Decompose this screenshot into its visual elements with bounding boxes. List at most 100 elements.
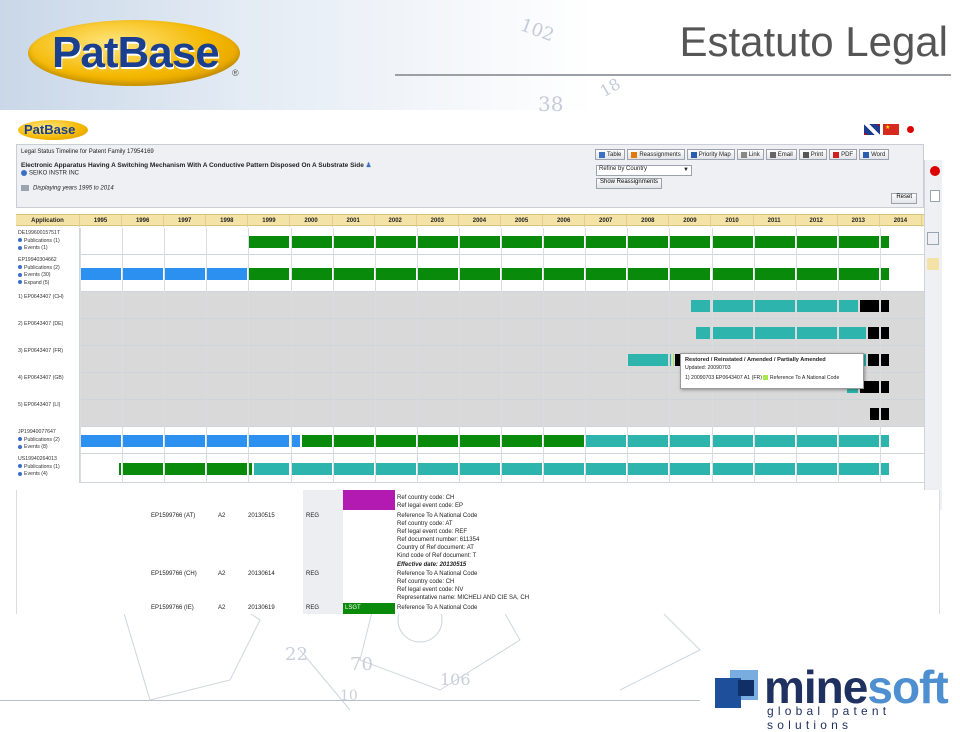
word-button[interactable]: Word bbox=[859, 149, 890, 160]
status-bar-segment[interactable] bbox=[670, 463, 711, 475]
status-bar-segment[interactable] bbox=[207, 268, 248, 280]
status-bar-segment[interactable] bbox=[754, 268, 795, 280]
status-bar-segment[interactable] bbox=[796, 463, 837, 475]
status-bar-segment[interactable] bbox=[628, 463, 669, 475]
status-bar-segment[interactable] bbox=[880, 327, 890, 339]
status-bar-segment[interactable] bbox=[880, 463, 890, 475]
secondary-reset-button[interactable] bbox=[927, 232, 939, 245]
status-bar-segment[interactable] bbox=[628, 354, 669, 366]
status-bar-segment[interactable] bbox=[291, 463, 332, 475]
status-bar-segment[interactable] bbox=[123, 268, 164, 280]
status-bar-segment[interactable] bbox=[165, 268, 206, 280]
status-bar-segment[interactable] bbox=[291, 236, 332, 248]
status-bar-segment[interactable] bbox=[253, 463, 290, 475]
status-bar-segment[interactable] bbox=[417, 435, 458, 447]
status-bar-segment[interactable] bbox=[333, 463, 374, 475]
status-bar-segment[interactable] bbox=[880, 408, 890, 420]
status-bar-segment[interactable] bbox=[586, 463, 627, 475]
uk-flag-icon[interactable] bbox=[864, 124, 880, 135]
status-bar-segment[interactable] bbox=[670, 354, 672, 366]
status-bar-segment[interactable] bbox=[375, 236, 416, 248]
status-bar-segment[interactable] bbox=[838, 463, 879, 475]
status-bar-segment[interactable] bbox=[628, 268, 669, 280]
status-bar-segment[interactable] bbox=[838, 268, 879, 280]
application-link[interactable]: Events (4) bbox=[24, 471, 48, 478]
status-bar-segment[interactable] bbox=[502, 463, 543, 475]
patbase-small-logo[interactable]: PatBase bbox=[18, 120, 88, 140]
status-bar-segment[interactable] bbox=[880, 435, 890, 447]
status-bar-segment[interactable] bbox=[249, 463, 252, 475]
status-bar-segment[interactable] bbox=[670, 236, 711, 248]
status-bar-segment[interactable] bbox=[796, 435, 837, 447]
refine-by-country-select[interactable]: Refine by Country ▼ bbox=[596, 165, 692, 176]
status-bar-segment[interactable] bbox=[880, 381, 890, 393]
status-bar-segment[interactable] bbox=[796, 327, 837, 339]
status-bar-segment[interactable] bbox=[165, 463, 206, 475]
status-bar-segment[interactable] bbox=[118, 463, 122, 475]
status-bar-segment[interactable] bbox=[838, 236, 879, 248]
status-bar-segment[interactable] bbox=[459, 236, 500, 248]
status-bar-segment[interactable] bbox=[695, 327, 711, 339]
application-link[interactable]: Expand (5) bbox=[24, 279, 50, 286]
status-bar-segment[interactable] bbox=[375, 463, 416, 475]
status-bar-segment[interactable] bbox=[796, 268, 837, 280]
status-bar-segment[interactable] bbox=[880, 236, 890, 248]
status-bar-segment[interactable] bbox=[796, 300, 837, 312]
status-bar-segment[interactable] bbox=[375, 435, 416, 447]
status-bar-segment[interactable] bbox=[502, 268, 543, 280]
status-bar-segment[interactable] bbox=[333, 236, 374, 248]
status-bar-segment[interactable] bbox=[672, 354, 674, 366]
status-bar-segment[interactable] bbox=[712, 268, 753, 280]
status-bar-segment[interactable] bbox=[417, 463, 458, 475]
status-bar-segment[interactable] bbox=[712, 236, 753, 248]
status-bar-segment[interactable] bbox=[123, 463, 164, 475]
secondary-button[interactable] bbox=[930, 190, 940, 202]
status-bar-segment[interactable] bbox=[586, 268, 627, 280]
status-bar-segment[interactable] bbox=[544, 435, 585, 447]
status-bar-segment[interactable] bbox=[81, 435, 122, 447]
application-link[interactable]: Events (1) bbox=[24, 245, 48, 252]
status-bar-segment[interactable] bbox=[712, 327, 753, 339]
status-bar-segment[interactable] bbox=[249, 268, 290, 280]
status-bar-segment[interactable] bbox=[417, 268, 458, 280]
status-bar-segment[interactable] bbox=[207, 463, 248, 475]
column-header-application[interactable]: Application bbox=[16, 215, 80, 227]
china-flag-icon[interactable] bbox=[883, 124, 899, 135]
print-button[interactable]: Print bbox=[798, 149, 828, 160]
status-bar-segment[interactable] bbox=[868, 354, 879, 366]
status-bar-segment[interactable] bbox=[544, 463, 585, 475]
application-link[interactable]: Publications (2) bbox=[24, 264, 60, 271]
status-bar-segment[interactable] bbox=[165, 435, 206, 447]
link-button[interactable]: Link bbox=[736, 149, 764, 160]
status-bar-segment[interactable] bbox=[459, 463, 500, 475]
application-link[interactable]: Events (8) bbox=[24, 444, 48, 451]
status-bar-segment[interactable] bbox=[796, 236, 837, 248]
status-bar-segment[interactable] bbox=[670, 435, 711, 447]
status-bar-segment[interactable] bbox=[754, 463, 795, 475]
status-bar-segment[interactable] bbox=[375, 268, 416, 280]
status-bar-segment[interactable] bbox=[670, 268, 711, 280]
priority-map-button[interactable]: Priority Map bbox=[686, 149, 735, 160]
status-bar-segment[interactable] bbox=[712, 463, 753, 475]
table-button[interactable]: Table bbox=[595, 149, 626, 160]
japan-flag-icon[interactable] bbox=[902, 124, 918, 135]
status-bar-segment[interactable] bbox=[691, 300, 711, 312]
status-bar-segment[interactable] bbox=[333, 268, 374, 280]
status-bar-segment[interactable] bbox=[754, 300, 795, 312]
status-bar-segment[interactable] bbox=[712, 300, 753, 312]
status-bar-segment[interactable] bbox=[859, 300, 879, 312]
status-bar-segment[interactable] bbox=[628, 236, 669, 248]
status-bar-segment[interactable] bbox=[586, 435, 627, 447]
status-bar-segment[interactable] bbox=[502, 435, 543, 447]
application-link[interactable]: Events (30) bbox=[24, 272, 51, 279]
status-bar-segment[interactable] bbox=[712, 435, 753, 447]
status-bar-segment[interactable] bbox=[754, 327, 795, 339]
status-bar-segment[interactable] bbox=[417, 236, 458, 248]
status-bar-segment[interactable] bbox=[838, 300, 858, 312]
application-link[interactable]: Publications (2) bbox=[24, 436, 60, 443]
status-bar-segment[interactable] bbox=[207, 435, 248, 447]
status-bar-segment[interactable] bbox=[754, 435, 795, 447]
reassignments-button[interactable]: Reassignments bbox=[627, 149, 685, 160]
status-bar-segment[interactable] bbox=[880, 268, 890, 280]
status-bar-segment[interactable] bbox=[291, 435, 301, 447]
